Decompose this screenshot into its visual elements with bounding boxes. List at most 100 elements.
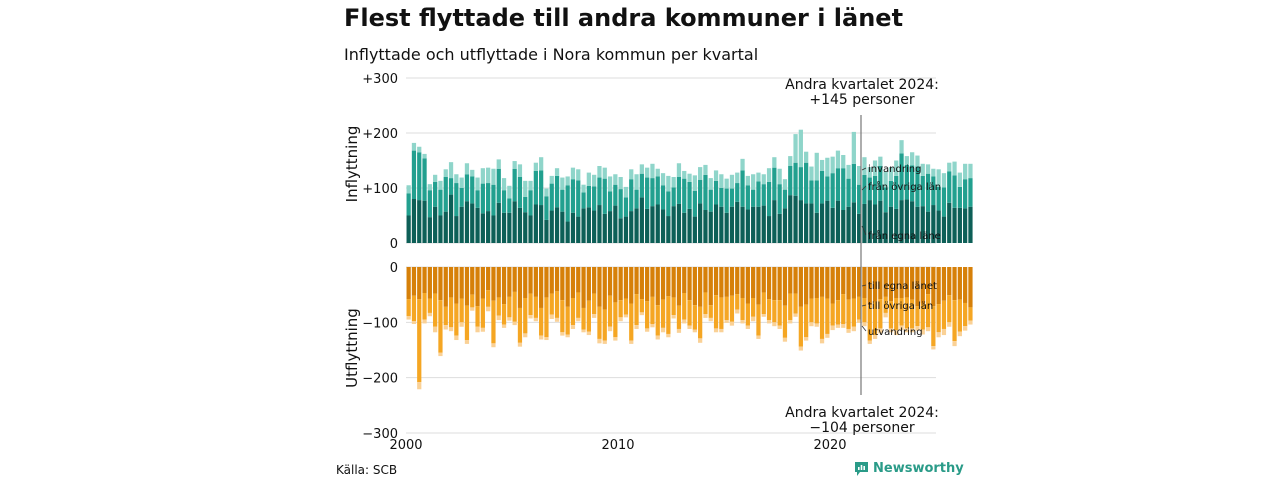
utflyttning-bar-1: [777, 267, 782, 301]
utflyttning-bar-2: [735, 294, 740, 310]
inflyttning-bar-3: [904, 156, 909, 165]
utflyttning-bar-3: [666, 333, 671, 338]
inflyttning-bar-2: [491, 184, 496, 216]
inflyttning-bar-1: [724, 212, 729, 243]
inflyttning-bar-2: [830, 173, 835, 208]
inflyttning-bar-1: [713, 204, 719, 243]
utflyttning-bar-2: [629, 303, 634, 341]
inflyttning-bar-2: [735, 183, 740, 202]
utflyttning-bar-1: [592, 267, 597, 294]
inflyttning-bar-1: [941, 216, 947, 243]
utflyttning-bar-2: [915, 306, 920, 327]
utflyttning-bar-3: [448, 327, 454, 332]
inflyttning-bar-1: [486, 211, 491, 243]
utflyttning-bar-3: [862, 322, 867, 327]
inflyttning-bar-2: [470, 176, 475, 204]
brand-logo[interactable]: Newsworthy: [855, 461, 964, 476]
inflyttning-bar-2: [438, 189, 443, 216]
utflyttning-bar-2: [422, 293, 427, 320]
utflyttning-bar-1: [666, 267, 671, 297]
utflyttning-bar-3: [899, 325, 904, 331]
utflyttning-bar-3: [470, 307, 475, 311]
inflyttning-bar-3: [676, 163, 682, 177]
utflyttning-bar-3: [698, 338, 703, 343]
utflyttning-bar-3: [835, 324, 841, 328]
utflyttning-bar-3: [687, 325, 692, 329]
utflyttning-bar-2: [692, 305, 697, 330]
inflyttning-bar-1: [660, 209, 666, 243]
utflyttning-bar-2: [872, 301, 878, 336]
utflyttning-bar-3: [512, 321, 517, 326]
inflyttning-bar-1: [459, 206, 464, 243]
utflyttning-bar-3: [618, 317, 623, 322]
utflyttning-bar-3: [920, 329, 925, 335]
utflyttning-bar-2: [703, 292, 708, 315]
utflyttning-bar-2: [417, 299, 422, 383]
utflyttning-bar-3: [507, 317, 512, 321]
utflyttning-bar-1: [798, 267, 803, 307]
inflyttning-bar-1: [671, 206, 676, 243]
inflyttning-bar-1: [931, 205, 936, 243]
inflyttning-bar-1: [539, 205, 544, 243]
inflyttning-bar-1: [470, 203, 475, 243]
top-annotation-line-2: +145 personer: [809, 92, 915, 108]
bars: [406, 129, 973, 390]
inflyttning-bar-2: [565, 185, 570, 222]
inflyttning-bar-2: [963, 179, 968, 209]
inflyttning-bar-3: [862, 157, 867, 175]
inflyttning-bar-1: [406, 215, 411, 243]
inflyttning-bar-1: [650, 206, 655, 243]
inflyttning-bar-1: [729, 206, 735, 243]
inflyttning-bar-2: [756, 181, 761, 207]
utflyttning-bar-1: [729, 267, 735, 296]
utflyttning-bar-2: [952, 300, 957, 342]
utflyttning-bar-1: [623, 267, 629, 299]
utflyttning-bar-3: [486, 306, 491, 312]
utflyttning-bar-2: [883, 296, 888, 313]
utflyttning-bar-2: [931, 306, 936, 347]
inflyttning-bar-2: [968, 178, 973, 207]
inflyttning-bar-2: [586, 185, 591, 208]
inflyttning-bar-2: [496, 168, 501, 203]
utflyttning-bar-2: [830, 303, 835, 326]
utflyttning-bar-1: [782, 267, 788, 306]
inflyttning-bar-2: [782, 189, 788, 209]
utflyttning-bar-1: [660, 267, 666, 300]
inflyttning-bar-1: [523, 212, 528, 243]
inflyttning-bar-3: [422, 153, 427, 159]
inflyttning-bar-3: [798, 129, 803, 168]
inflyttning-bar-2: [660, 185, 666, 210]
utflyttning-bar-3: [464, 340, 470, 344]
utflyttning-bar-3: [639, 312, 644, 316]
inflyttning-bar-3: [761, 174, 766, 185]
inflyttning-bar-2: [459, 188, 464, 207]
utflyttning-bar-2: [576, 292, 581, 318]
inflyttning-bar-1: [756, 206, 761, 243]
inflyttning-bar-3: [804, 151, 809, 163]
utflyttning-bar-1: [475, 267, 480, 307]
annotations: Andra kvartalet 2024: +145 personer Andr…: [785, 77, 941, 436]
inflyttning-bar-2: [454, 183, 459, 217]
utflyttning-bar-2: [782, 305, 788, 338]
utflyttning-bar-3: [565, 334, 570, 338]
utflyttning-bar-2: [528, 293, 533, 316]
inflyttning-bar-1: [751, 206, 756, 243]
inflyttning-bar-2: [793, 162, 798, 196]
label-till-egna-lanet: till egna länet: [868, 281, 937, 292]
utflyttning-bar-2: [687, 300, 692, 326]
gridlines: [406, 77, 936, 434]
inflyttning-bar-3: [650, 163, 655, 179]
inflyttning-bar-3: [947, 162, 952, 172]
inflyttning-bar-2: [539, 170, 544, 206]
utflyttning-bar-1: [724, 267, 729, 297]
inflyttning-bar-3: [729, 174, 735, 189]
inflyttning-bar-1: [830, 207, 835, 243]
utflyttning-bar-3: [846, 328, 851, 333]
utflyttning-bar-3: [655, 335, 660, 340]
utflyttning-bar-2: [475, 306, 480, 327]
utflyttning-bar-3: [925, 327, 931, 332]
utflyttning-bar-3: [491, 343, 496, 348]
inflyttning-bar-3: [411, 142, 417, 151]
utflyttning-bar-1: [931, 267, 936, 307]
utflyttning-bar-2: [798, 306, 803, 347]
